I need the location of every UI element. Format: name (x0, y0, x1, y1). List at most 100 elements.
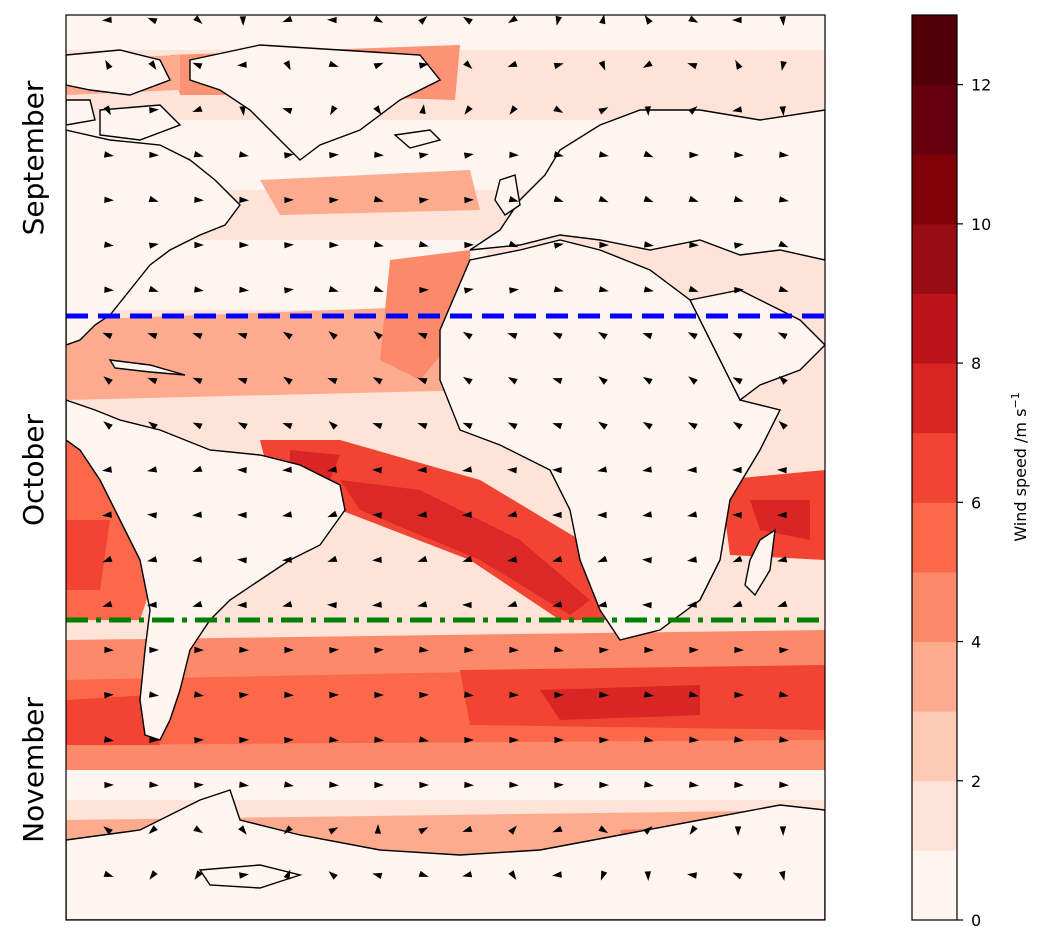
wind-arrow (193, 15, 203, 24)
wind-arrow (102, 16, 112, 23)
wind-arrow (508, 196, 519, 203)
wind-arrow (687, 872, 697, 879)
colorbar-tick-label: 2 (971, 772, 981, 791)
wind-arrow (463, 60, 473, 70)
wind-arrow (643, 286, 654, 293)
wind-arrow (462, 601, 472, 609)
wind-arrow (777, 511, 787, 519)
wind-arrow (327, 555, 338, 562)
wind-arrow (104, 286, 114, 293)
wind-arrow (239, 286, 249, 293)
wind-arrow (552, 871, 562, 878)
wind-arrow (462, 376, 473, 385)
wind-arrow (688, 195, 699, 202)
wind-arrow (374, 647, 384, 654)
wind-arrow (194, 737, 204, 744)
wind-arrow (192, 62, 203, 70)
wind-arrow (778, 691, 789, 698)
wind-arrow (463, 287, 474, 294)
colorbar-ticks: 0 2 4 6 8 10 12 (957, 76, 991, 930)
wind-arrow (417, 423, 428, 430)
wind-arrow (597, 466, 608, 473)
wind-arrow (282, 466, 292, 473)
wind-arrow (778, 240, 789, 248)
wind-arrow (462, 16, 473, 25)
wind-arrow (689, 825, 698, 835)
wind-arrow (642, 466, 652, 473)
wind-arrow (103, 870, 114, 877)
wind-arrow (194, 782, 204, 789)
wind-arrow (283, 825, 293, 835)
wind-arrow (104, 781, 114, 789)
wind-arrow (327, 602, 337, 609)
wind-arrow (239, 16, 247, 26)
wind-arrow (598, 376, 608, 385)
wind-arrow (780, 60, 787, 71)
europe (469, 109, 825, 261)
wind-speed-field (66, 15, 825, 920)
wind-arrow (418, 241, 429, 248)
colorbar-tick-label: 0 (971, 911, 981, 930)
wind-arrow (642, 511, 652, 518)
wind-arrow (734, 826, 742, 836)
wind-arrow (418, 15, 428, 25)
wind-arrow (327, 466, 337, 473)
wind-arrow (462, 555, 473, 562)
wind-arrow (597, 555, 608, 563)
wind-arrow (284, 152, 294, 159)
wind-arrow (417, 332, 428, 340)
wind-arrow (734, 691, 744, 699)
wind-arrow (464, 241, 474, 249)
coastlines (66, 44, 825, 920)
wind-arrow (419, 781, 429, 789)
wind-arrow (463, 152, 474, 159)
wind-arrow (237, 422, 248, 430)
wind-arrow (284, 691, 294, 698)
colorbar (912, 15, 957, 921)
wind-arrow (237, 378, 248, 385)
wind-arrow (597, 601, 608, 608)
wind-arrow (778, 375, 788, 385)
wind-arrow (599, 15, 606, 25)
wind-arrow (779, 151, 789, 158)
wind-arrow (239, 872, 249, 879)
wind-arrow (284, 197, 294, 204)
wind-arrow (777, 556, 788, 563)
wind-arrow (464, 691, 474, 698)
wind-arrow (104, 196, 114, 203)
wind-arrow (148, 60, 157, 70)
wind-arrow (509, 151, 519, 158)
wind-arrow (374, 781, 384, 789)
wind-arrow (147, 333, 158, 340)
wind-arrow (328, 871, 338, 880)
wind-arrow (239, 196, 249, 203)
wind-arrow (148, 195, 159, 202)
month-label-november: November (17, 697, 50, 843)
wind-arrow (417, 555, 428, 562)
wind-arrow (194, 241, 204, 249)
wind-arrow (688, 15, 699, 23)
wind-arrow (149, 151, 159, 158)
wind-arrow (372, 872, 383, 879)
wind-arrow (372, 467, 382, 474)
wind-vectors (102, 15, 789, 881)
wind-arrow (507, 600, 518, 607)
wind-arrow (732, 466, 742, 474)
wind-arrow (464, 105, 473, 115)
wind-arrow (105, 59, 113, 70)
wind-arrow (687, 556, 697, 563)
wind-arrow (148, 285, 159, 292)
wind-arrow (147, 512, 157, 519)
colorbar-level (912, 780, 957, 851)
wind-arrow (643, 691, 654, 698)
wind-arrow (103, 151, 114, 158)
colorbar-level (912, 502, 957, 573)
wind-arrow (553, 286, 564, 293)
wind-arrow (507, 60, 518, 68)
wind-arrow (598, 107, 609, 115)
wind-arrow (779, 826, 787, 836)
wind-arrow (102, 332, 113, 340)
wind-arrow (600, 870, 608, 881)
wind-arrow (599, 647, 609, 654)
